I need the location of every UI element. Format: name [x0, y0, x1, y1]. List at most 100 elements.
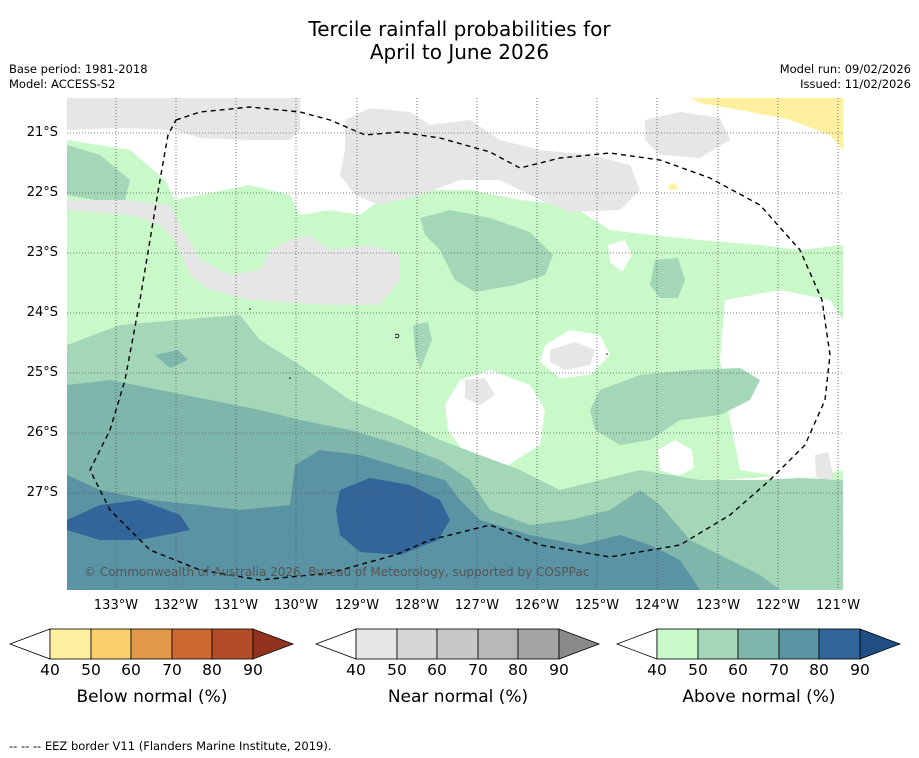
lon-label: 133°W [93, 598, 139, 613]
colorbar-near-max-arrow [558, 628, 601, 660]
meta-right: Model run: 09/02/2026 Issued: 11/02/2026 [780, 62, 911, 92]
near-normal-40-west [67, 200, 400, 305]
lon-label: 124°W [634, 598, 680, 613]
above-50-west [67, 145, 130, 200]
near-normal-40-patch3 [815, 452, 833, 485]
colorbar-above-swatch [656, 628, 699, 660]
colorbar-above-label: Above normal (%) [682, 687, 836, 707]
colorbar-tick: 80 [508, 661, 528, 679]
lat-label: 23°S [26, 245, 58, 260]
lat-label: 22°S [26, 185, 58, 200]
above-50-sliver [413, 322, 432, 370]
below-40-dot [668, 183, 678, 190]
colorbar-tick: 80 [809, 661, 829, 679]
lat-label: 26°S [26, 425, 58, 440]
island-marker-1 [394, 333, 400, 339]
colorbar-tick: 50 [387, 661, 407, 679]
colorbar-below-min-arrow [8, 628, 51, 660]
near-normal-white-3 [720, 290, 843, 480]
issued-date: Issued: 11/02/2026 [800, 77, 911, 91]
colorbar-above [615, 628, 902, 660]
map-title: Tercile rainfall probabilities for April… [0, 18, 919, 64]
lon-label: 121°W [815, 598, 861, 613]
colorbar-near-swatch [396, 628, 438, 660]
colorbar-below [8, 628, 295, 660]
title-line-1: Tercile rainfall probabilities for [308, 17, 611, 41]
above-60-small [155, 350, 188, 368]
meta-left: Base period: 1981-2018 Model: ACCESS-S2 [9, 62, 148, 92]
colorbar-below-swatch [171, 628, 213, 660]
colorbars [8, 628, 902, 660]
base-period: Base period: 1981-2018 [9, 62, 148, 76]
colorbar-near-swatch [477, 628, 519, 660]
colorbar-tick: 80 [202, 661, 222, 679]
colorbar-below-swatch [211, 628, 254, 660]
colorbar-tick: 40 [40, 661, 60, 679]
near-normal-40-ne [645, 112, 730, 158]
lat-label: 21°S [26, 125, 58, 140]
colorbar-near [314, 628, 601, 660]
lon-label: 123°W [695, 598, 741, 613]
colorbar-tick: 90 [243, 661, 263, 679]
colorbar-tick: 90 [549, 661, 569, 679]
above-50-small [650, 258, 685, 298]
lon-label: 126°W [514, 598, 560, 613]
island-marker-4 [606, 353, 608, 355]
colorbar-below-swatch [130, 628, 173, 660]
colorbar-tick: 60 [427, 661, 447, 679]
colorbar-near-swatch [517, 628, 560, 660]
lon-label: 131°W [213, 598, 259, 613]
below-40-region [690, 98, 843, 150]
lat-label: 27°S [26, 485, 58, 500]
colorbar-above-swatch [778, 628, 820, 660]
colorbar-tick: 60 [121, 661, 141, 679]
colorbar-near-min-arrow [314, 628, 357, 660]
graticule [67, 98, 843, 590]
rainfall-map [67, 98, 843, 590]
eez-legend-symbol: -- -- -- [9, 739, 42, 753]
near-normal-40-patch2 [465, 378, 495, 405]
colorbar-tick: 40 [647, 661, 667, 679]
lat-label: 24°S [26, 305, 58, 320]
colorbar-tick: 60 [728, 661, 748, 679]
island-marker-2 [249, 308, 251, 310]
copyright-notice: © Commonwealth of Australia 2026, Bureau… [84, 565, 590, 579]
lon-label: 132°W [153, 598, 199, 613]
colorbar-tick: 70 [468, 661, 488, 679]
colorbar-below-swatch [90, 628, 132, 660]
colorbar-above-swatch [737, 628, 780, 660]
colorbar-tick: 70 [162, 661, 182, 679]
colorbar-tick: 50 [688, 661, 708, 679]
title-line-2: April to June 2026 [369, 40, 550, 64]
eez-border [89, 106, 831, 581]
lon-label: 128°W [394, 598, 440, 613]
colorbar-above-swatch [818, 628, 861, 660]
colorbar-above-min-arrow [615, 628, 658, 660]
island-marker-3 [289, 377, 291, 379]
above-50-north [420, 210, 553, 292]
lon-label: 125°W [574, 598, 620, 613]
eez-legend-text: EEZ border V11 (Flanders Marine Institut… [44, 739, 332, 753]
near-normal-40-patch1 [550, 342, 595, 370]
lat-label: 25°S [26, 365, 58, 380]
eez-legend: -- -- -- EEZ border V11 (Flanders Marine… [9, 739, 332, 753]
above-80-west [67, 500, 190, 540]
lon-label: 127°W [454, 598, 500, 613]
model-name: Model: ACCESS-S2 [9, 77, 116, 91]
colorbar-tick: 50 [81, 661, 101, 679]
colorbar-below-max-arrow [252, 628, 295, 660]
near-normal-white-4 [658, 440, 694, 476]
above-50-east [590, 368, 760, 445]
lon-label: 130°W [273, 598, 319, 613]
colorbar-tick: 90 [850, 661, 870, 679]
colorbar-below-label: Below normal (%) [76, 687, 228, 707]
colorbar-near-swatch [436, 628, 479, 660]
model-run: Model run: 09/02/2026 [779, 62, 911, 76]
lon-label: 129°W [334, 598, 380, 613]
colorbar-above-swatch [697, 628, 739, 660]
near-normal-white-5 [608, 240, 632, 272]
colorbar-tick: 40 [346, 661, 366, 679]
colorbar-tick: 70 [769, 661, 789, 679]
colorbar-above-max-arrow [859, 628, 902, 660]
colorbar-near-label: Near normal (%) [387, 687, 529, 707]
